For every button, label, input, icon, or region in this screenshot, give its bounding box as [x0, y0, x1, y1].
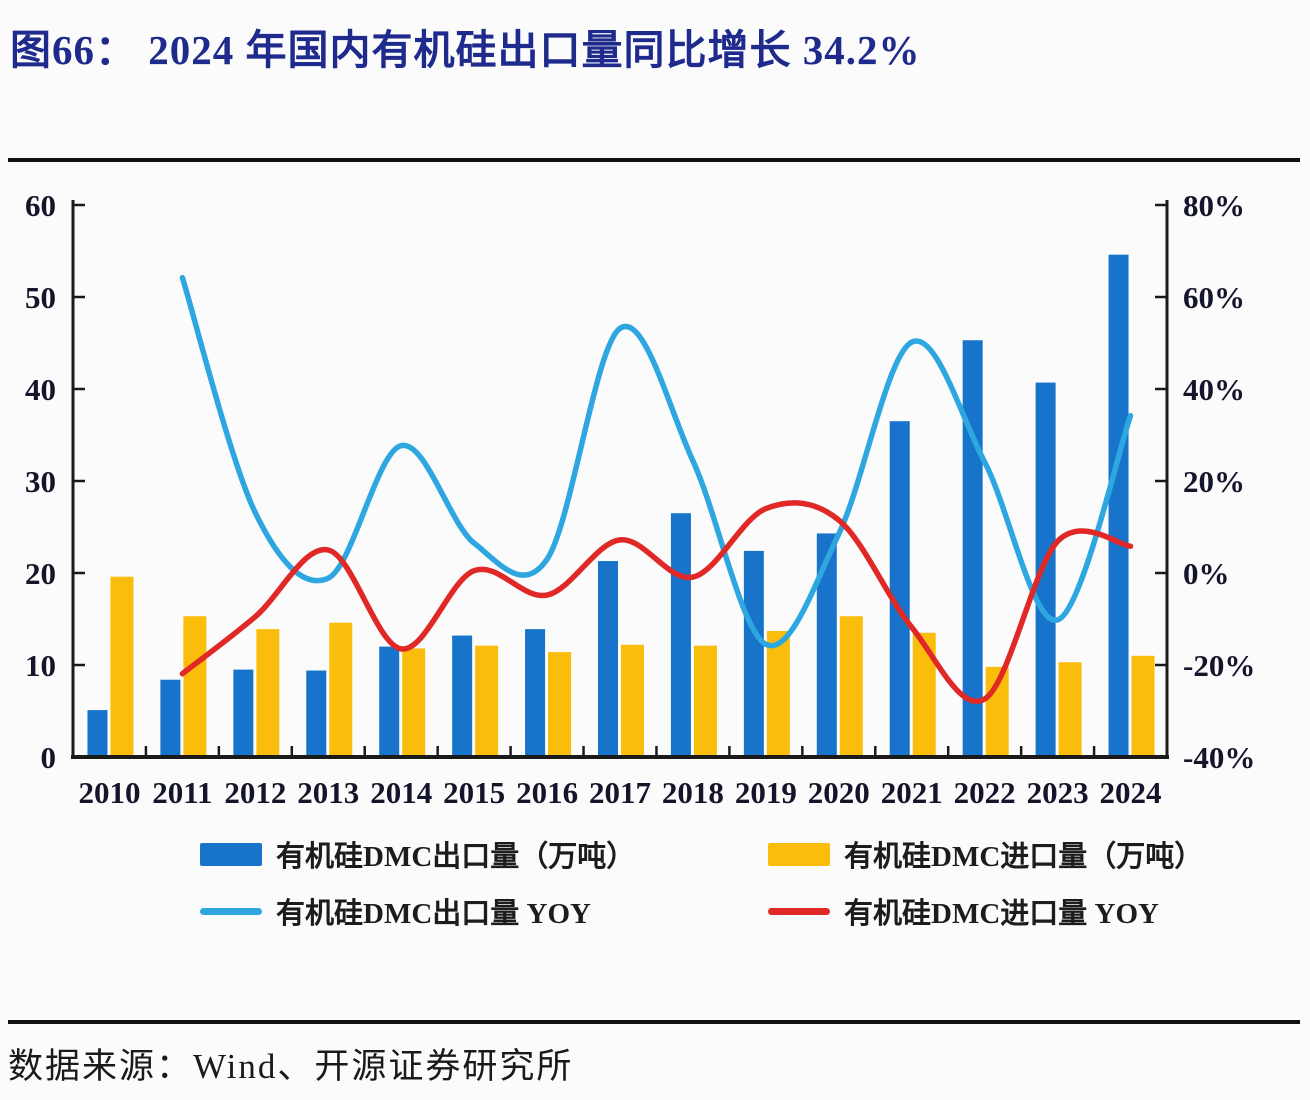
- legend-item-export-yoy: 有机硅DMC出口量 YOY: [200, 890, 591, 932]
- import-bar-2012: [256, 629, 280, 757]
- export-bar-2012: [233, 669, 254, 757]
- x-axis-year-label: 2020: [808, 775, 870, 810]
- import-yoy-line: [179, 500, 1134, 704]
- right-axis-tick-label: -20%: [1183, 648, 1255, 683]
- export-bar-2016: [525, 629, 546, 757]
- import-bar-2010: [110, 576, 134, 757]
- export-bar-2013: [306, 670, 327, 757]
- export-bar-2015: [452, 635, 473, 757]
- import-yoy-line-swatch: [768, 907, 830, 915]
- export-yoy-line-swatch: [200, 907, 262, 915]
- export-bar-2021: [889, 421, 910, 757]
- x-axis-year-label: 2015: [443, 775, 505, 810]
- right-axis-tick-label: 60%: [1183, 280, 1245, 315]
- left-axis-tick-label: 50: [25, 280, 56, 315]
- x-axis-year-label: 2023: [1027, 775, 1089, 810]
- x-axis-year-label: 2021: [881, 775, 943, 810]
- x-axis-year-label: 2022: [954, 775, 1016, 810]
- import-bar-2021: [912, 632, 936, 757]
- legend-label: 有机硅DMC出口量（万吨）: [276, 841, 636, 873]
- legend-item-export-bar: 有机硅DMC出口量（万吨）: [200, 833, 635, 875]
- export-bar-2023: [1035, 382, 1056, 757]
- x-axis-year-label: 2014: [370, 775, 432, 810]
- import-bar-2017: [621, 644, 644, 757]
- x-axis-year-label: 2012: [224, 775, 286, 810]
- export-bar-2010: [87, 710, 108, 757]
- source-note: 数据来源：Wind、开源证券研究所: [8, 1047, 574, 1086]
- export-bar-2024: [1108, 254, 1129, 757]
- export-bar-2019: [743, 550, 764, 757]
- right-axis-tick-label: 0%: [1183, 556, 1230, 591]
- export-bar-2020: [816, 533, 837, 757]
- export-yoy-line: [179, 274, 1134, 649]
- right-axis-tick-label: -40%: [1183, 740, 1255, 775]
- import-bar-2024: [1131, 655, 1155, 757]
- right-axis-tick-label: 40%: [1183, 372, 1245, 407]
- export-bar-2011: [160, 679, 181, 757]
- import-bar-2018: [693, 645, 717, 757]
- left-axis-tick-label: 20: [25, 556, 56, 591]
- right-axis-tick-label: 80%: [1183, 188, 1245, 223]
- x-axis-year-label: 2017: [589, 775, 651, 810]
- export-bar-2017: [598, 561, 618, 757]
- left-axis-tick-label: 10: [25, 648, 56, 683]
- left-axis-tick-label: 0: [41, 740, 57, 775]
- x-axis-year-label: 2010: [78, 775, 140, 810]
- legend-label: 有机硅DMC进口量（万吨）: [844, 841, 1204, 873]
- x-axis-year-label: 2011: [152, 775, 212, 810]
- import-bar-2020: [839, 616, 863, 757]
- bottom-divider: [8, 1020, 1300, 1024]
- import-bar-2019: [766, 630, 790, 757]
- top-divider: [8, 158, 1300, 162]
- import-bar-2023: [1058, 662, 1082, 757]
- right-axis-tick-label: 20%: [1183, 464, 1245, 499]
- export-bar-2014: [379, 646, 400, 757]
- import-bar-2014: [402, 648, 426, 757]
- import-bar-2013: [329, 622, 353, 757]
- legend-item-import-yoy: 有机硅DMC进口量 YOY: [768, 890, 1159, 932]
- figure-title: 图66： 2024 年国内有机硅出口量同比增长 34.2%: [10, 27, 921, 73]
- x-axis-year-label: 2024: [1100, 775, 1162, 810]
- export-bar-swatch: [200, 842, 262, 866]
- import-bar-2015: [475, 645, 499, 757]
- legend-label: 有机硅DMC出口量 YOY: [276, 898, 591, 930]
- x-axis-year-label: 2013: [297, 775, 359, 810]
- x-axis-year-label: 2018: [662, 775, 724, 810]
- x-axis-year-label: 2016: [516, 775, 578, 810]
- x-axis-year-label: 2019: [735, 775, 797, 810]
- import-bar-swatch: [768, 842, 830, 866]
- legend-label: 有机硅DMC进口量 YOY: [844, 898, 1159, 930]
- left-axis-tick-label: 30: [25, 464, 56, 499]
- export-bar-2018: [670, 513, 691, 757]
- import-bar-2011: [183, 616, 207, 757]
- legend-item-import-bar: 有机硅DMC进口量（万吨）: [768, 833, 1203, 875]
- left-axis-tick-label: 40: [25, 372, 56, 407]
- import-bar-2016: [548, 652, 572, 757]
- left-axis-tick-label: 60: [25, 188, 56, 223]
